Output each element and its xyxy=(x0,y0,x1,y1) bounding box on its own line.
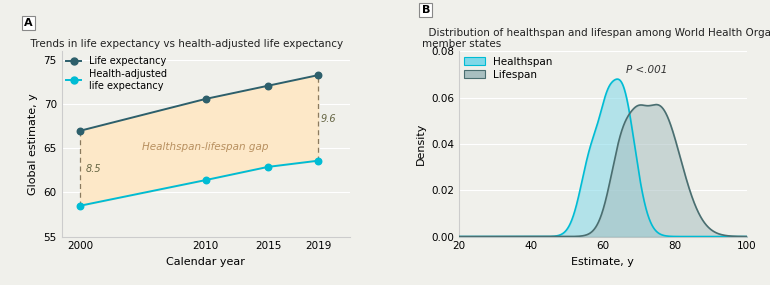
X-axis label: Calendar year: Calendar year xyxy=(166,257,245,267)
Text: Distribution of healthspan and lifespan among World Health Organization
member s: Distribution of healthspan and lifespan … xyxy=(421,28,770,49)
Text: 9.6: 9.6 xyxy=(321,114,336,124)
Point xyxy=(199,97,212,101)
X-axis label: Estimate, y: Estimate, y xyxy=(571,257,634,267)
Point xyxy=(262,164,274,169)
Text: 8.5: 8.5 xyxy=(85,164,101,174)
Point xyxy=(199,178,212,182)
Text: Trends in life expectancy vs health-adjusted life expectancy: Trends in life expectancy vs health-adju… xyxy=(24,39,343,49)
Text: P <.001: P <.001 xyxy=(626,65,668,75)
Point xyxy=(312,158,324,163)
Point xyxy=(74,129,86,133)
Legend: Healthspan, Lifespan: Healthspan, Lifespan xyxy=(464,56,553,80)
Point xyxy=(312,73,324,78)
Text: Healthspan-lifespan gap: Healthspan-lifespan gap xyxy=(142,142,269,152)
Y-axis label: Density: Density xyxy=(416,123,426,165)
Y-axis label: Global estimate, y: Global estimate, y xyxy=(28,93,38,195)
Legend: Life expectancy, Health-adjusted
life expectancy: Life expectancy, Health-adjusted life ex… xyxy=(66,56,167,91)
Text: A: A xyxy=(24,18,33,28)
Text: B: B xyxy=(421,5,430,15)
Point xyxy=(74,203,86,208)
Point xyxy=(262,84,274,88)
